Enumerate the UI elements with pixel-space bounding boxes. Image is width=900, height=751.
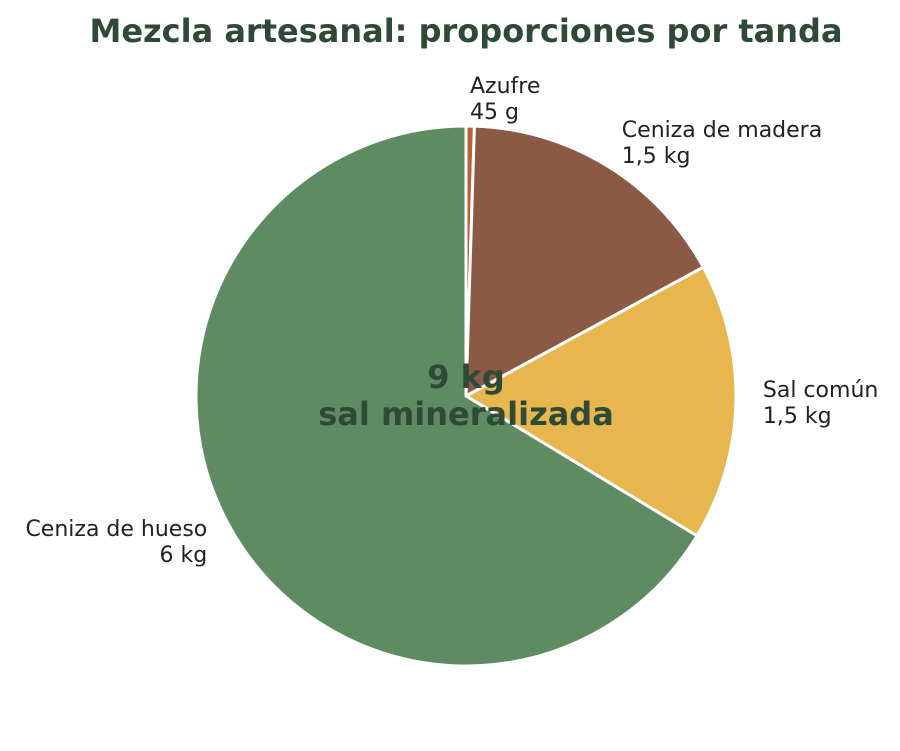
slice-label-value-azufre: 45 g bbox=[470, 100, 519, 125]
slice-label-name-azufre: Azufre bbox=[470, 74, 540, 99]
slice-label-name-ceniza-de-madera: Ceniza de madera bbox=[622, 118, 822, 143]
slice-label-value-ceniza-de-hueso: 6 kg bbox=[160, 543, 208, 568]
slice-label-value-sal-comun: 1,5 kg bbox=[763, 404, 832, 429]
pie-slice-ceniza-de-madera bbox=[464, 124, 705, 398]
slice-label-name-sal-comun: Sal común bbox=[763, 378, 878, 403]
slice-label-name-ceniza-de-hueso: Ceniza de hueso bbox=[25, 517, 207, 542]
center-label-total: 9 kg bbox=[427, 358, 505, 396]
chart-title: Mezcla artesanal: proporciones por tanda bbox=[89, 12, 843, 50]
pie-slice-sal-comun bbox=[464, 265, 738, 538]
center-label-subtitle: sal mineralizada bbox=[318, 395, 614, 433]
pie-slice-ceniza-de-hueso bbox=[194, 124, 699, 668]
pie-slices bbox=[194, 124, 738, 668]
slice-label-value-ceniza-de-madera: 1,5 kg bbox=[622, 144, 691, 169]
